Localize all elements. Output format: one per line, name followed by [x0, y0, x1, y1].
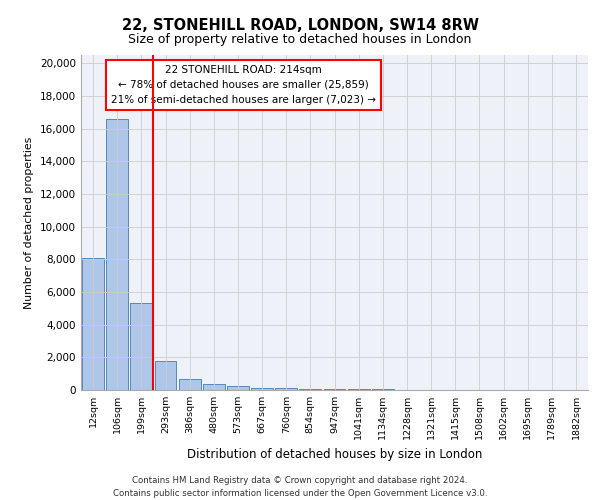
Bar [82, 258, 104, 390]
Bar [275, 388, 297, 390]
Text: 22, STONEHILL ROAD, LONDON, SW14 8RW: 22, STONEHILL ROAD, LONDON, SW14 8RW [121, 18, 479, 32]
Bar [203, 384, 224, 390]
Text: Size of property relative to detached houses in London: Size of property relative to detached ho… [128, 32, 472, 46]
Bar [179, 378, 200, 390]
Bar [155, 360, 176, 390]
Text: 22 STONEHILL ROAD: 214sqm
← 78% of detached houses are smaller (25,859)
21% of s: 22 STONEHILL ROAD: 214sqm ← 78% of detac… [111, 65, 376, 104]
Bar [323, 389, 346, 390]
Bar [299, 388, 321, 390]
Bar [130, 304, 152, 390]
X-axis label: Distribution of detached houses by size in London: Distribution of detached houses by size … [187, 448, 482, 460]
Bar [251, 388, 273, 390]
Bar [348, 389, 370, 390]
Text: Contains HM Land Registry data © Crown copyright and database right 2024.
Contai: Contains HM Land Registry data © Crown c… [113, 476, 487, 498]
Y-axis label: Number of detached properties: Number of detached properties [25, 136, 34, 308]
Bar [106, 118, 128, 390]
Bar [227, 386, 249, 390]
